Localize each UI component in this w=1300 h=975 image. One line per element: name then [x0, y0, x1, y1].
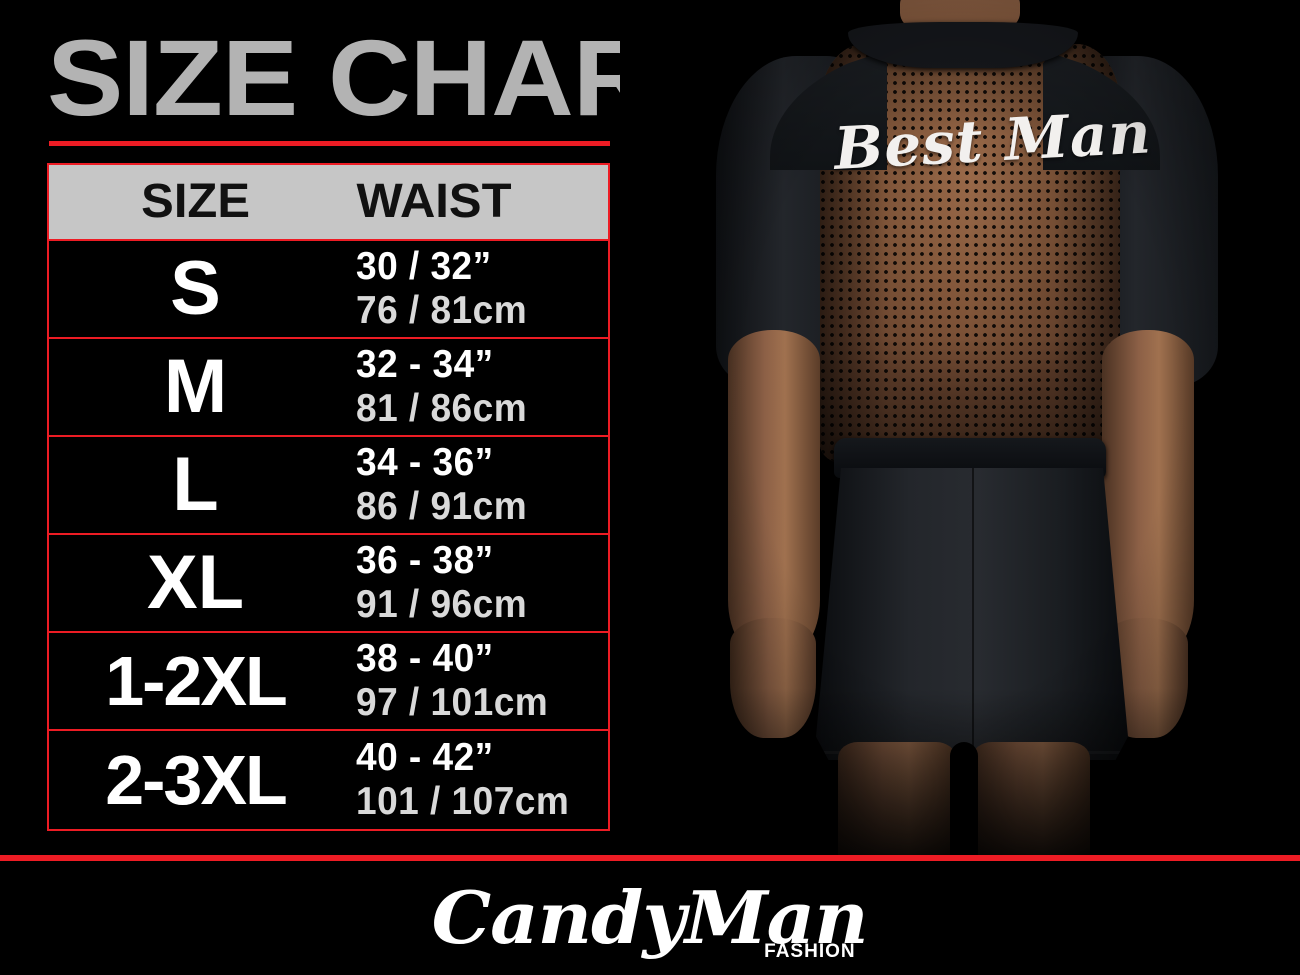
column-header-size: SIZE: [141, 175, 250, 228]
cell-waist: 38 - 40” 97 / 101cm: [334, 637, 608, 725]
waist-inches: 38 - 40”: [356, 637, 494, 680]
table-row: M 32 - 34” 81 / 86cm: [49, 339, 608, 437]
waist-inches: 32 - 34”: [356, 343, 494, 386]
footer-divider-rule: [0, 855, 1300, 861]
size-table: SIZE WAIST S 30 / 32” 76 / 81cm M 32 - 3…: [47, 163, 610, 831]
size-chart-panel: SIZE CHART SIZE WAIST S 30 / 32” 76 / 81…: [0, 0, 724, 860]
cell-size: XL: [49, 543, 334, 623]
table-row: S 30 / 32” 76 / 81cm: [49, 241, 608, 339]
table-row: L 34 - 36” 86 / 91cm: [49, 437, 608, 535]
size-label: 2-3XL: [105, 741, 288, 819]
table-header-row: SIZE WAIST: [49, 165, 608, 241]
model-hand-left: [730, 618, 816, 738]
cell-waist: 30 / 32” 76 / 81cm: [334, 245, 608, 333]
waist-inches: 40 - 42”: [356, 736, 494, 779]
skirt-center-seam: [972, 468, 974, 760]
size-label: S: [170, 246, 221, 331]
table-row: 1-2XL 38 - 40” 97 / 101cm: [49, 633, 608, 731]
garment-collar: [848, 22, 1078, 68]
model-leg-right: [972, 742, 1090, 860]
column-header-waist: WAIST: [356, 175, 512, 228]
model-leg-left: [838, 742, 956, 860]
model-arm-left: [728, 330, 820, 660]
cell-size: 2-3XL: [49, 740, 334, 820]
footer: CandyMan FASHION: [0, 861, 1300, 975]
cell-waist: 36 - 38” 91 / 96cm: [334, 539, 608, 627]
waist-centimeters: 97 / 101cm: [356, 681, 549, 724]
brand-name: CandyMan: [432, 875, 869, 960]
size-label: 1-2XL: [105, 642, 288, 720]
waist-centimeters: 101 / 107cm: [356, 780, 570, 823]
table-row: XL 36 - 38” 91 / 96cm: [49, 535, 608, 633]
size-label: L: [172, 442, 219, 527]
waist-inches: 30 / 32”: [356, 245, 492, 288]
size-label: M: [163, 344, 228, 429]
cell-size: 1-2XL: [49, 641, 334, 721]
cell-size: L: [49, 445, 334, 525]
waist-centimeters: 76 / 81cm: [356, 289, 528, 332]
waist-centimeters: 91 / 96cm: [356, 583, 528, 626]
model-leg-gap: [950, 742, 978, 860]
page-title: SIZE CHART: [47, 17, 724, 138]
garment-graphic-text: Best Man: [832, 98, 1154, 183]
cell-waist: 32 - 34” 81 / 86cm: [334, 343, 608, 431]
table-row: 2-3XL 40 - 42” 101 / 107cm: [49, 731, 608, 829]
waist-inches: 34 - 36”: [356, 441, 494, 484]
brand-logo-inner: CandyMan FASHION: [432, 876, 869, 962]
garment-skirt: [816, 468, 1128, 760]
title-underline-rule: [49, 141, 610, 146]
brand-logo: CandyMan FASHION: [0, 861, 1300, 975]
size-label: XL: [146, 540, 245, 625]
brand-tagline: FASHION: [764, 941, 856, 962]
waist-centimeters: 81 / 86cm: [356, 387, 528, 430]
cell-waist: 40 - 42” 101 / 107cm: [334, 736, 608, 824]
cell-waist: 34 - 36” 86 / 91cm: [334, 441, 608, 529]
cell-size: M: [49, 347, 334, 427]
cell-size: S: [49, 249, 334, 329]
waist-centimeters: 86 / 91cm: [356, 485, 528, 528]
waist-inches: 36 - 38”: [356, 539, 494, 582]
product-photo: Best Man: [620, 0, 1300, 860]
